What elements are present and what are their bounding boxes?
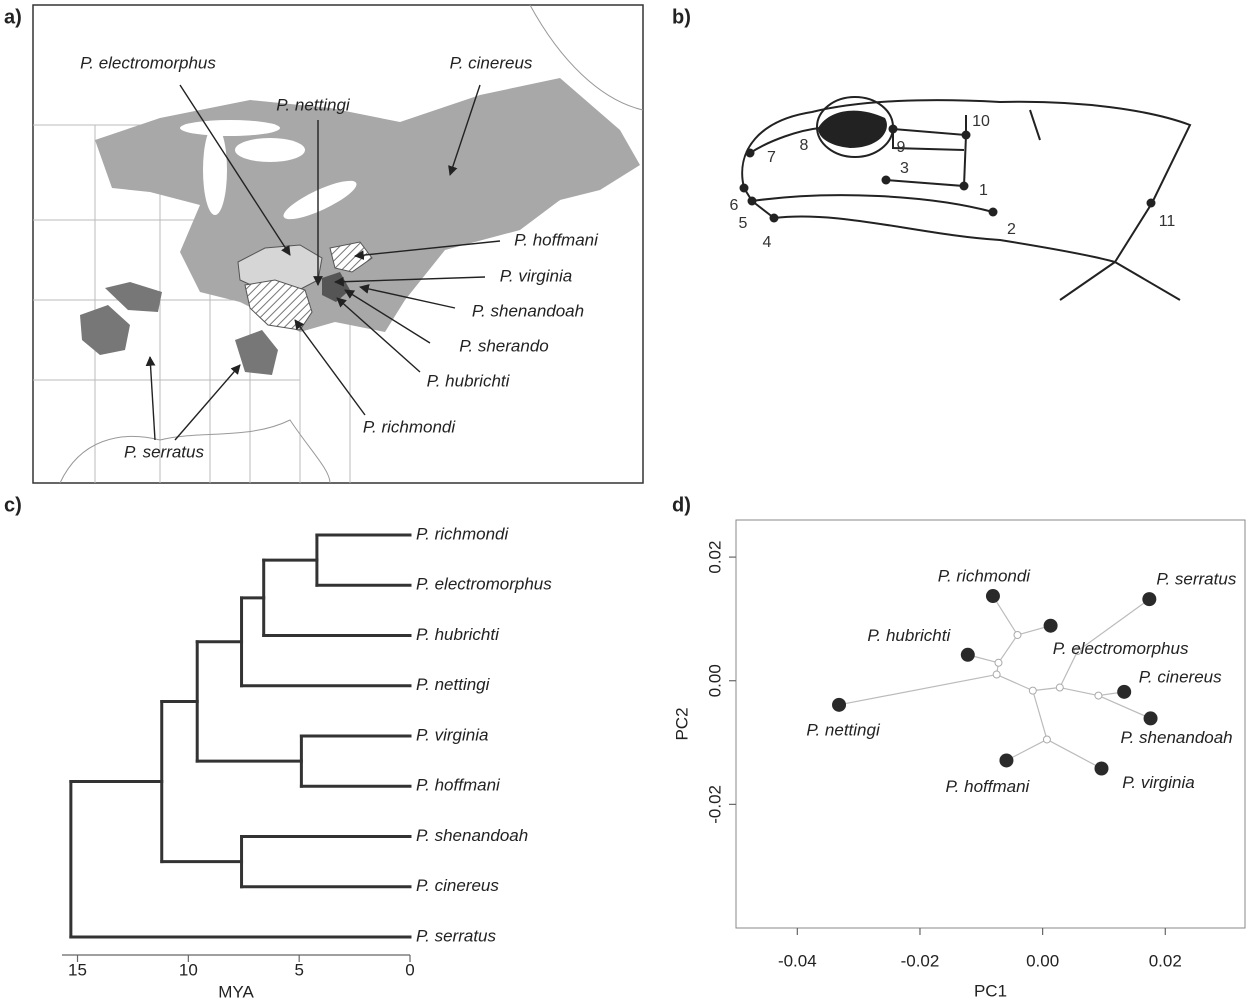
x-tick-label: 0 bbox=[405, 960, 414, 979]
landmark-label: 4 bbox=[763, 234, 772, 251]
leaf-label: P. nettingi bbox=[416, 675, 491, 694]
map-label: P. cinereus bbox=[450, 53, 533, 72]
landmark-label: 8 bbox=[800, 137, 809, 154]
x-tick-label: 0.00 bbox=[1026, 951, 1059, 970]
point-label: P. nettingi bbox=[806, 720, 881, 739]
leaf-label: P. hubrichti bbox=[416, 625, 500, 644]
panel-label: d) bbox=[672, 494, 691, 516]
landmark-label: 6 bbox=[730, 197, 739, 214]
map-label: P. serratus bbox=[124, 442, 205, 461]
point-label: P. shenandoah bbox=[1120, 728, 1232, 747]
map-label: P. hubrichti bbox=[427, 371, 511, 390]
landmark-label: 7 bbox=[767, 149, 776, 166]
x-axis-label: MYA bbox=[218, 982, 254, 1001]
map-label: P. shenandoah bbox=[472, 301, 584, 320]
panel-label: b) bbox=[672, 6, 691, 28]
tree-edge bbox=[839, 675, 997, 705]
leaf-label: P. electromorphus bbox=[416, 575, 552, 594]
leaf-label: P. shenandoah bbox=[416, 826, 528, 845]
tree-edge bbox=[1033, 688, 1060, 691]
ancestral-node bbox=[1029, 687, 1036, 694]
y-tick-label: -0.02 bbox=[705, 785, 724, 824]
leaf-label: P. serratus bbox=[416, 926, 497, 945]
landmark-label: 3 bbox=[900, 160, 909, 177]
x-tick-label: 5 bbox=[294, 960, 303, 979]
y-axis-label: PC2 bbox=[672, 707, 691, 740]
point bbox=[986, 589, 1000, 603]
map-label: P. hoffmani bbox=[514, 230, 599, 249]
ancestral-node bbox=[1043, 736, 1050, 743]
point bbox=[961, 648, 975, 662]
tree-edge bbox=[998, 635, 1017, 663]
landmark-label: 10 bbox=[972, 113, 990, 130]
x-tick-label: -0.02 bbox=[901, 951, 940, 970]
point bbox=[1142, 592, 1156, 606]
skull-diagram: 1 2 3 4 5 6 7 8 9 10 11 bbox=[730, 97, 1190, 300]
y-tick-label: 0.02 bbox=[705, 541, 724, 574]
leaf-label: P. virginia bbox=[416, 725, 488, 744]
x-tick-label: -0.04 bbox=[778, 951, 817, 970]
x-tick-label: 0.02 bbox=[1149, 951, 1182, 970]
map-label: P. sherando bbox=[459, 336, 548, 355]
point bbox=[1094, 762, 1108, 776]
point-label: P. virginia bbox=[1122, 773, 1194, 792]
ancestral-node bbox=[1095, 692, 1102, 699]
landmark-label: 9 bbox=[897, 139, 906, 156]
x-axis-label: PC1 bbox=[974, 981, 1007, 1000]
landmark-label: 2 bbox=[1007, 221, 1016, 238]
ancestral-node bbox=[1056, 684, 1063, 691]
point-label: P. cinereus bbox=[1139, 667, 1222, 686]
panel-label: a) bbox=[4, 6, 22, 28]
landmark-label: 5 bbox=[739, 215, 748, 232]
x-tick-label: 15 bbox=[68, 960, 87, 979]
ancestral-node bbox=[993, 671, 1000, 678]
leaf-label: P. hoffmani bbox=[416, 776, 501, 795]
panel-label: c) bbox=[4, 494, 22, 516]
point-label: P. hubrichti bbox=[867, 626, 951, 645]
point bbox=[1117, 685, 1131, 699]
map-label: P. richmondi bbox=[363, 417, 457, 436]
ancestral-node bbox=[995, 659, 1002, 666]
point bbox=[1144, 711, 1158, 725]
point-label: P. richmondi bbox=[938, 567, 1032, 586]
leaf-label: P. richmondi bbox=[416, 524, 510, 543]
tree-edge bbox=[1033, 691, 1047, 740]
map-label: P. nettingi bbox=[276, 95, 351, 114]
figure: a) b) c) d) P. electromorphus P. cinereu… bbox=[0, 0, 1247, 1003]
map: P. electromorphus P. cinereus P. netting… bbox=[33, 5, 643, 483]
landmark-label: 1 bbox=[979, 182, 988, 199]
y-tick-label: 0.00 bbox=[705, 664, 724, 697]
tree-edge bbox=[1060, 688, 1099, 696]
point-label: P. electromorphus bbox=[1053, 639, 1189, 658]
tree-edge bbox=[1098, 696, 1150, 719]
point-label: P. serratus bbox=[1156, 570, 1237, 589]
leaf-label: P. cinereus bbox=[416, 876, 499, 895]
point-label: P. hoffmani bbox=[946, 777, 1031, 796]
map-label: P. electromorphus bbox=[80, 53, 216, 72]
ancestral-node bbox=[1014, 631, 1021, 638]
tree-edge bbox=[997, 675, 1033, 691]
map-label: P. virginia bbox=[500, 266, 572, 285]
tree-edge bbox=[1047, 739, 1102, 768]
point bbox=[832, 698, 846, 712]
point bbox=[999, 753, 1013, 767]
x-tick-label: 10 bbox=[179, 960, 198, 979]
landmark-label: 11 bbox=[1159, 213, 1176, 230]
point bbox=[1044, 619, 1058, 633]
